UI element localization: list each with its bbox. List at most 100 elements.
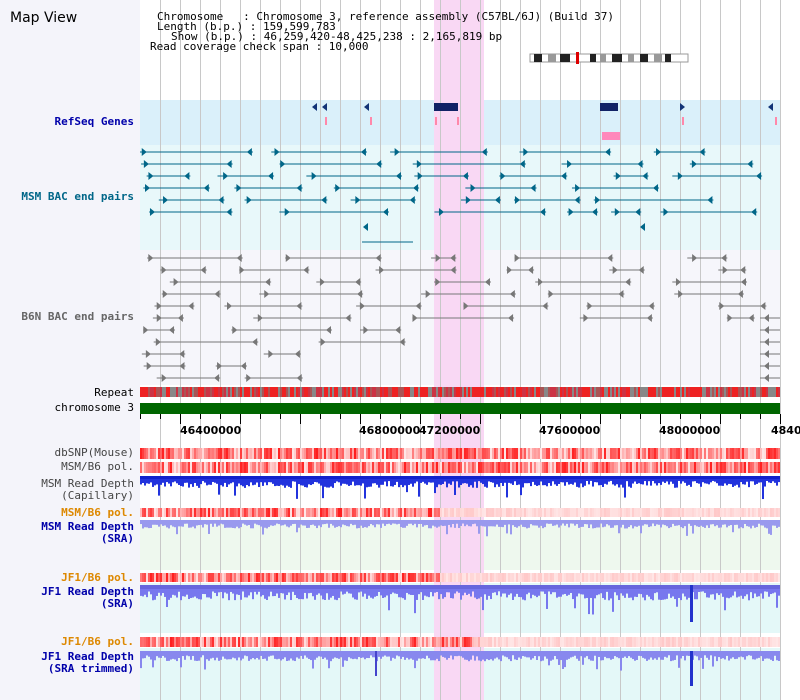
depth-bar: [566, 585, 568, 596]
polymorphism-cell: [538, 573, 540, 582]
depth-bar: [414, 651, 416, 669]
depth-bar: [350, 651, 352, 659]
polymorphism-cell: [572, 573, 574, 582]
polymorphism-cell: [508, 448, 510, 459]
polymorphism-cell: [584, 508, 586, 517]
polymorphism-cell: [438, 448, 440, 459]
polymorphism-cell: [524, 573, 526, 582]
depth-bar: [532, 651, 534, 659]
depth-bar: [324, 651, 326, 658]
depth-bar: [412, 520, 414, 526]
depth-bar: [540, 651, 542, 662]
repeat-segment: [328, 387, 330, 397]
depth-bar: [556, 585, 558, 598]
depth-bar: [426, 585, 428, 597]
polymorphism-cell: [516, 448, 518, 459]
depth-bar: [396, 585, 398, 594]
polymorphism-cell: [182, 573, 184, 582]
depth-bar: [316, 476, 318, 483]
polymorphism-cell: [706, 573, 708, 582]
polymorphism-cell: [446, 508, 448, 517]
depth-bar: [466, 520, 468, 525]
polymorphism-cell: [756, 448, 758, 459]
depth-bar: [506, 651, 508, 658]
depth-bar: [406, 520, 408, 526]
track-label-refseq-genes[interactable]: RefSeq Genes: [54, 115, 134, 128]
polymorphism-cell: [612, 573, 614, 582]
polymorphism-cell: [766, 508, 768, 517]
depth-bar: [646, 585, 648, 595]
polymorphism-cell: [440, 462, 442, 473]
depth-bar: [310, 520, 312, 526]
polymorphism-cell: [254, 462, 256, 473]
polymorphism-cell: [706, 508, 708, 517]
depth-bar: [430, 476, 432, 483]
polymorphism-cell: [654, 508, 656, 517]
depth-bar: [450, 520, 452, 528]
polymorphism-cell: [658, 637, 660, 647]
page-title: Map View: [10, 10, 78, 26]
repeat-segment: [310, 387, 312, 397]
polymorphism-cell: [214, 462, 216, 473]
polymorphism-cell: [714, 462, 716, 473]
polymorphism-cell: [170, 573, 172, 582]
polymorphism-cell: [562, 637, 564, 647]
depth-bar: [758, 585, 760, 597]
polymorphism-cell: [320, 573, 322, 582]
polymorphism-cell: [484, 637, 486, 647]
depth-bar: [668, 585, 670, 594]
depth-bar: [144, 520, 146, 528]
polymorphism-cell: [178, 637, 180, 647]
depth-bar: [752, 520, 754, 526]
repeat-segment: [604, 387, 606, 397]
polymorphism-cell: [204, 508, 206, 517]
polymorphism-cell: [210, 462, 212, 473]
depth-bar: [668, 476, 670, 485]
repeat-segment: [176, 387, 178, 397]
repeat-segment: [358, 387, 360, 397]
repeat-segment: [642, 387, 644, 397]
depth-bar: [700, 651, 702, 658]
polymorphism-cell: [330, 573, 332, 582]
depth-bar: [696, 651, 698, 657]
polymorphism-cell: [282, 508, 284, 517]
track-label-msm-bac-end-pairs[interactable]: MSM BAC end pairs: [21, 190, 134, 203]
depth-bar: [570, 651, 572, 658]
polymorphism-cell: [250, 462, 252, 473]
depth-bar: [238, 520, 240, 529]
polymorphism-cell: [278, 573, 280, 582]
polymorphism-cell: [416, 448, 418, 459]
feature-arrow: [217, 362, 223, 370]
depth-bar: [570, 476, 572, 484]
polymorphism-cell: [662, 462, 664, 473]
polymorphism-cell: [506, 573, 508, 582]
polymorphism-cell: [396, 448, 398, 459]
polymorphism-cell: [534, 573, 536, 582]
depth-bar: [638, 520, 640, 526]
polymorphism-cell: [510, 508, 512, 517]
polymorphism-cell: [176, 462, 178, 473]
polymorphism-cell: [516, 573, 518, 582]
polymorphism-cell: [532, 448, 534, 459]
depth-bar: [222, 585, 224, 599]
repeat-segment: [508, 387, 510, 397]
depth-bar: [724, 476, 726, 484]
depth-bar: [442, 651, 444, 657]
depth-bar: [546, 651, 548, 659]
polymorphism-cell: [142, 637, 144, 647]
polymorphism-cell: [762, 508, 764, 517]
repeat-segment: [614, 387, 616, 397]
repeat-segment: [208, 387, 210, 397]
polymorphism-cell: [266, 448, 268, 459]
depth-bar: [394, 651, 396, 659]
depth-bar: [754, 585, 756, 594]
track-label-b6n-bac-end-pairs[interactable]: B6N BAC end pairs: [21, 310, 134, 323]
polymorphism-cell: [252, 573, 254, 582]
polymorphism-cell: [672, 462, 674, 473]
depth-bar: [658, 585, 660, 600]
depth-bar: [306, 520, 308, 529]
depth-bar: [412, 585, 414, 595]
feature-arrow: [173, 278, 179, 286]
repeat-segment: [234, 387, 236, 397]
